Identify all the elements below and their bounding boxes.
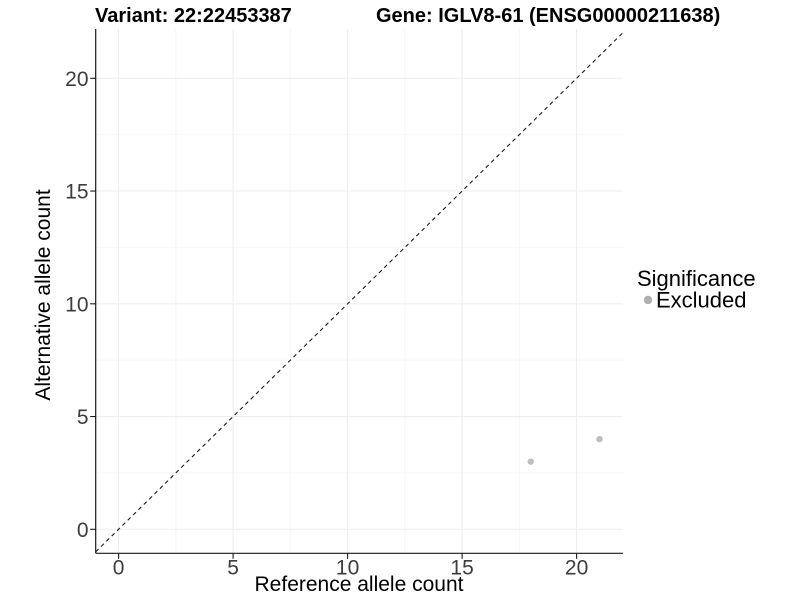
- legend-key-dot-icon: [643, 295, 653, 305]
- x-tick-label: 15: [450, 557, 473, 580]
- x-tick-label: 20: [565, 557, 588, 580]
- legend-entry-label: Excluded: [656, 288, 747, 313]
- x-axis-ticks: 0 5 10 15 20: [113, 553, 588, 580]
- y-tick-label: 5: [77, 406, 89, 429]
- y-axis-ticks: 0 5 10 15 20: [65, 68, 96, 542]
- y-axis-title: Alternative allele count: [32, 189, 55, 400]
- y-tick-label: 0: [77, 519, 89, 542]
- x-tick-label: 10: [336, 557, 359, 580]
- plot-title-gene: Gene: IGLV8-61 (ENSG00000211638): [376, 5, 720, 27]
- legend-title: Significance: [637, 266, 756, 291]
- data-points: [527, 435, 603, 465]
- y-tick-label: 10: [65, 293, 88, 316]
- x-axis-title: Reference allele count: [255, 573, 464, 596]
- identity-line: [95, 32, 624, 553]
- gridlines-major: [95, 29, 623, 554]
- y-tick-label: 15: [65, 181, 88, 204]
- x-tick-label: 5: [227, 557, 239, 580]
- y-tick-label: 20: [65, 68, 88, 91]
- data-point: [596, 435, 603, 443]
- data-point: [527, 458, 534, 465]
- plot-title-variant: Variant: 22:22453387: [95, 5, 292, 27]
- x-tick-label: 0: [113, 557, 125, 580]
- legend: Significance Excluded: [637, 266, 756, 313]
- gridlines-minor: [95, 29, 623, 554]
